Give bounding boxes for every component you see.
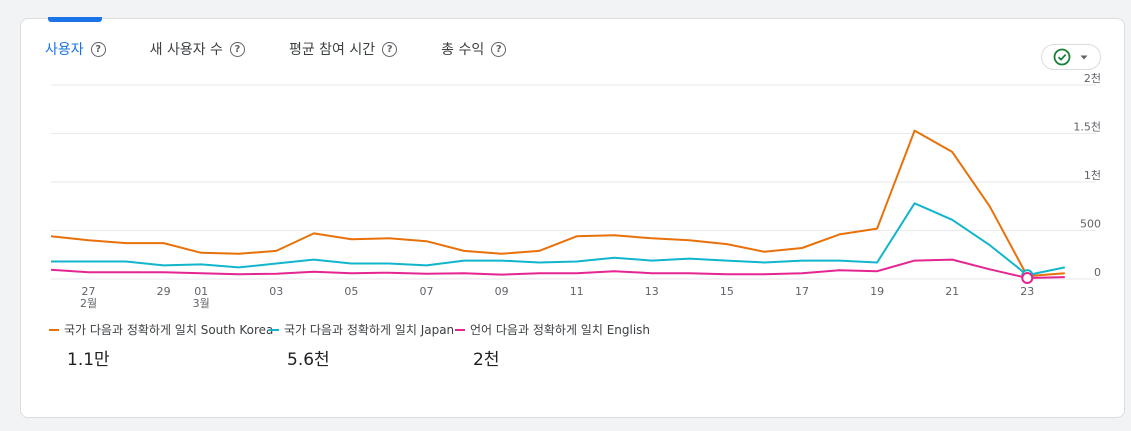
legend-total: 1.1만 — [67, 350, 110, 370]
tab-new-users[interactable]: 새 사용자 수 ? — [150, 39, 245, 59]
tab-users[interactable]: 사용자 ? — [45, 39, 106, 59]
legend-item-south-korea: 국가 다음과 정확하게 일치 South Korea 1.1만 — [49, 321, 273, 370]
tab-label: 새 사용자 수 — [149, 42, 223, 58]
tab-label: 총 수익 — [441, 42, 485, 58]
x-tick-sublabel: 3월 — [193, 297, 210, 310]
x-tick-label: 17 — [795, 285, 809, 298]
legend-swatch — [455, 328, 465, 331]
caret-down-icon — [1080, 55, 1088, 60]
x-tick-label: 23 — [1020, 285, 1034, 298]
y-tick-label: 0 — [1094, 266, 1101, 279]
x-tick-label: 05 — [344, 285, 358, 298]
check-circle-icon — [1053, 48, 1071, 66]
y-tick-label: 500 — [1080, 218, 1101, 231]
legend-swatch — [269, 328, 279, 331]
y-tick-label: 1천 — [1084, 168, 1101, 182]
x-tick-label: 07 — [420, 285, 434, 298]
help-icon[interactable]: ? — [491, 41, 507, 57]
series-line — [51, 202, 1066, 277]
help-icon[interactable]: ? — [90, 41, 106, 57]
chart-card: 사용자 ? 새 사용자 수 ? 평균 참여 시간 ? 총 수익 ? 27 2월 29… — [20, 17, 1125, 418]
x-tick-label: 13 — [645, 285, 659, 298]
help-icon[interactable]: ? — [382, 41, 398, 57]
x-tick-label: 01 — [194, 285, 208, 298]
x-tick-label: 19 — [870, 285, 884, 298]
legend-label: 국가 다음과 정확하게 일치 Japan — [284, 323, 455, 337]
legend-total: 5.6천 — [287, 350, 330, 370]
x-tick-label: 03 — [269, 285, 283, 298]
x-tick-label: 15 — [720, 285, 734, 298]
tab-total-revenue[interactable]: 총 수익 ? — [441, 39, 507, 59]
tab-label: 사용자 — [45, 42, 84, 58]
y-tick-label: 1.5천 — [1073, 120, 1101, 134]
x-tick-label: 09 — [495, 285, 509, 298]
legend-swatch — [49, 328, 59, 331]
x-tick-label: 27 — [82, 285, 96, 298]
data-point-marker — [1021, 272, 1034, 285]
legend-item-japan: 국가 다음과 정확하게 일치 Japan 5.6천 — [269, 321, 454, 370]
metric-tabs: 사용자 ? 새 사용자 수 ? 평균 참여 시간 ? 총 수익 ? — [45, 39, 550, 59]
x-tick-label: 29 — [157, 285, 171, 298]
series-line — [50, 129, 1065, 278]
x-tick-label: 11 — [570, 285, 584, 298]
active-tab-indicator — [48, 17, 102, 22]
x-tick-sublabel: 2월 — [80, 297, 97, 310]
tab-avg-engagement-time[interactable]: 평균 참여 시간 ? — [288, 39, 398, 59]
help-icon[interactable]: ? — [229, 41, 245, 57]
x-tick-label: 21 — [945, 285, 959, 298]
legend-label: 언어 다음과 정확하게 일치 English — [470, 323, 651, 337]
legend-total: 2천 — [473, 350, 500, 370]
legend-item-english: 언어 다음과 정확하게 일치 English 2천 — [455, 321, 650, 370]
status-dropdown-button[interactable] — [1041, 44, 1101, 70]
series-line — [50, 258, 1065, 279]
y-tick-label: 2천 — [1084, 71, 1101, 85]
legend-label: 국가 다음과 정확하게 일치 South Korea — [64, 323, 274, 337]
tab-label: 평균 참여 시간 — [288, 42, 376, 58]
